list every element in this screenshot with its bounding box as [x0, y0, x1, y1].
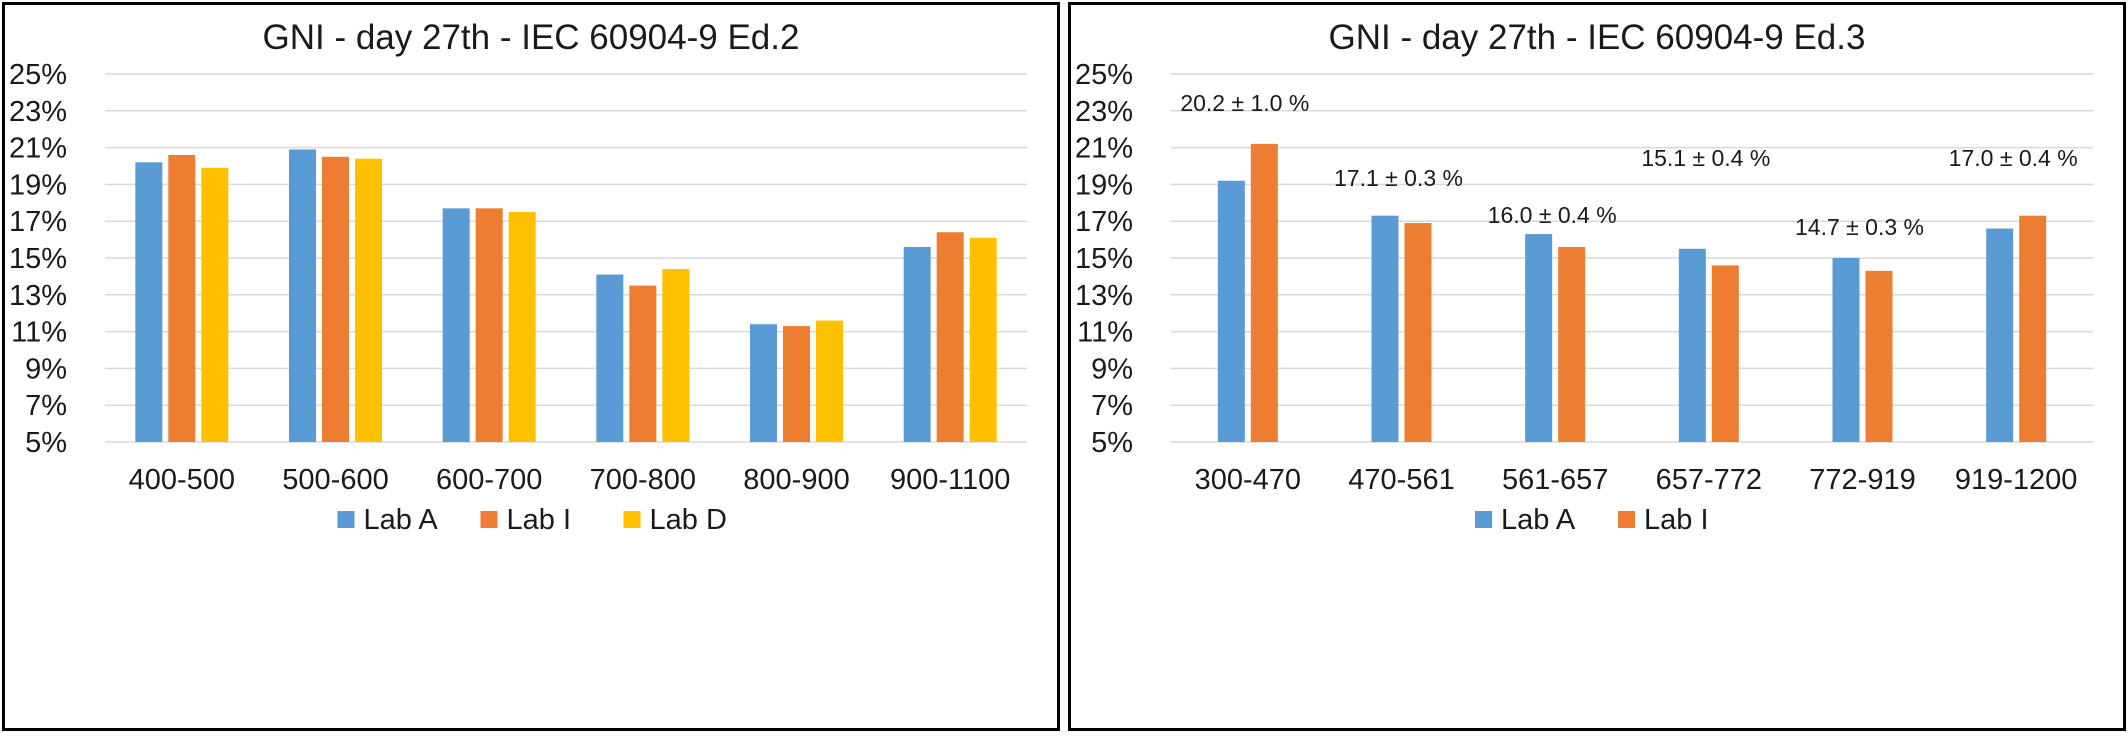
y-tick-label: 25%	[1075, 59, 1133, 91]
mean-annotation: 14.7 ± 0.3 %	[1795, 214, 1924, 240]
legend-label: Lab A	[364, 504, 439, 536]
legend-swatch-lab-i	[480, 511, 498, 528]
bar-lab-i-600-700	[475, 208, 503, 442]
y-tick-label: 19%	[1075, 169, 1133, 201]
y-tick-label: 5%	[1091, 427, 1133, 459]
bar-lab-i-300-470	[1250, 143, 1278, 443]
x-tick-label: 900-1100	[890, 464, 1010, 496]
bar-lab-a-561-657	[1525, 234, 1553, 442]
legend-swatch-lab-d	[623, 511, 641, 528]
y-tick-label: 25%	[9, 59, 67, 91]
bar-lab-i-700-800	[629, 285, 657, 442]
bar-lab-a-600-700	[442, 208, 470, 442]
x-tick-label: 300-470	[1195, 464, 1301, 496]
chart-panel-ed2: GNI - day 27th - IEC 60904-9 Ed.2 25% 23% 2…	[2, 2, 1060, 731]
y-tick-label: 19%	[9, 169, 67, 201]
legend-swatch-lab-a	[1475, 511, 1492, 528]
bar-lab-i-400-500	[168, 154, 196, 442]
x-tick-label: 919-1200	[1955, 464, 2078, 496]
y-tick-label: 21%	[1075, 133, 1133, 165]
chart-panel-ed3: GNI - day 27th - IEC 60904-9 Ed.3 25% 23% 2…	[1068, 2, 2126, 731]
y-tick-label: 11%	[11, 317, 67, 349]
bar-lab-a-400-500	[135, 162, 163, 442]
y-tick-label: 17%	[1075, 206, 1133, 238]
mean-annotation: 16.0 ± 0.4 %	[1488, 202, 1617, 228]
chart-title: GNI - day 27th - IEC 60904-9 Ed.2	[263, 18, 800, 57]
y-tick-label: 7%	[1091, 390, 1133, 422]
y-tick-label: 7%	[25, 390, 67, 422]
y-tick-label: 23%	[9, 96, 67, 128]
y-tick-label: 11%	[1077, 317, 1133, 349]
bar-chart-ed2: GNI - day 27th - IEC 60904-9 Ed.2 25% 23% 2…	[9, 18, 1027, 536]
bar-lab-i-919-1200	[2019, 215, 2047, 442]
bar-lab-a-657-772	[1678, 248, 1706, 442]
bar-lab-d-600-700	[508, 212, 536, 442]
legend-label: Lab I	[507, 504, 572, 536]
y-tick-label: 21%	[9, 133, 67, 165]
bar-lab-a-900-1100	[903, 246, 931, 442]
mean-annotation: 20.2 ± 1.0 %	[1180, 90, 1309, 116]
bar-lab-i-657-772	[1711, 265, 1739, 442]
x-tick-label: 700-800	[590, 464, 696, 496]
bar-lab-d-500-600	[355, 158, 382, 442]
bar-lab-a-500-600	[289, 149, 316, 442]
y-tick-label: 5%	[25, 427, 67, 459]
bar-lab-a-700-800	[596, 274, 624, 442]
mean-annotation: 15.1 ± 0.4 %	[1641, 145, 1770, 171]
bar-lab-i-772-919	[1865, 270, 1893, 442]
y-tick-label: 9%	[25, 353, 67, 385]
bar-lab-a-800-900	[750, 324, 777, 442]
x-tick-label: 400-500	[129, 464, 235, 496]
bar-lab-a-470-561	[1371, 215, 1399, 442]
y-tick-label: 13%	[9, 280, 67, 312]
y-tick-label: 23%	[1075, 96, 1133, 128]
bar-lab-i-561-657	[1558, 246, 1586, 442]
chart-title: GNI - day 27th - IEC 60904-9 Ed.3	[1329, 18, 1866, 57]
y-tick-label: 9%	[1091, 353, 1133, 385]
legend-swatch-lab-a	[337, 511, 355, 528]
legend-label: Lab D	[650, 504, 727, 536]
bar-lab-a-772-919	[1832, 258, 1860, 442]
y-tick-label: 15%	[9, 243, 67, 275]
legend-swatch-lab-i	[1618, 511, 1635, 528]
x-tick-label: 470-561	[1348, 464, 1454, 496]
bar-lab-d-700-800	[662, 269, 690, 442]
bar-lab-i-500-600	[322, 156, 349, 443]
x-tick-label: 657-772	[1656, 464, 1762, 496]
bar-lab-d-400-500	[201, 167, 229, 442]
x-tick-label: 561-657	[1502, 464, 1608, 496]
bar-lab-i-470-561	[1404, 223, 1432, 442]
x-tick-label: 800-900	[743, 464, 849, 496]
mean-annotation: 17.0 ± 0.4 %	[1949, 145, 2078, 171]
legend-label: Lab I	[1644, 504, 1709, 536]
bar-lab-i-800-900	[783, 326, 810, 442]
bar-lab-d-800-900	[816, 320, 843, 442]
bar-lab-a-300-470	[1217, 180, 1245, 442]
y-tick-label: 17%	[9, 206, 67, 238]
mean-annotation: 17.1 ± 0.3 %	[1334, 165, 1463, 191]
y-tick-label: 15%	[1075, 243, 1133, 275]
bar-chart-ed3: GNI - day 27th - IEC 60904-9 Ed.3 25% 23% 2…	[1075, 18, 2093, 536]
x-tick-label: 500-600	[282, 464, 388, 496]
y-tick-label: 13%	[1075, 280, 1133, 312]
legend-label: Lab A	[1501, 504, 1576, 536]
bar-lab-i-900-1100	[936, 232, 964, 442]
bar-lab-d-900-1100	[969, 237, 997, 442]
x-tick-label: 600-700	[436, 464, 542, 496]
bar-lab-a-919-1200	[1986, 228, 2014, 442]
x-tick-label: 772-919	[1809, 464, 1915, 496]
